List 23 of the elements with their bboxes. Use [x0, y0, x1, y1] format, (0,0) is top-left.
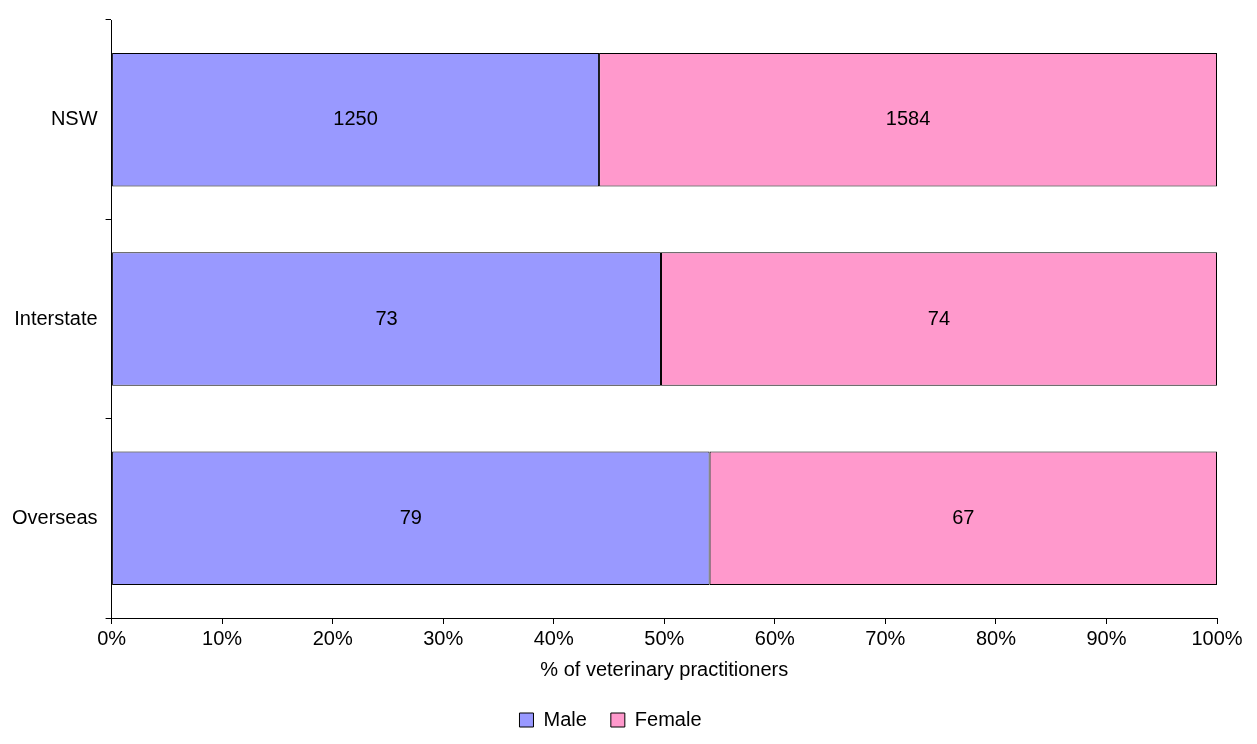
legend-label: Male [543, 707, 587, 730]
annotation: 1584 [885, 107, 931, 130]
annotation: 79 [399, 505, 422, 528]
x-axis-title: % of veterinary practitioners [540, 657, 789, 680]
x-tick-label: 30% [423, 626, 464, 649]
y-tick-label: Overseas [11, 505, 98, 528]
y-tick-label: NSW [50, 107, 98, 130]
annotation: 73 [375, 306, 398, 329]
x-tick-label: 0% [97, 626, 127, 649]
annotation: 1250 [333, 107, 378, 130]
x-tick-label: 90% [1086, 626, 1127, 649]
x-tick-label: 100% [1191, 626, 1243, 649]
legend-label: Female [634, 707, 702, 730]
y-tick-label: Interstate [14, 306, 98, 329]
x-tick-label: 80% [975, 626, 1017, 649]
x-tick-label: 10% [202, 626, 243, 649]
annotation: 67 [952, 505, 975, 528]
x-tick-label: 50% [644, 626, 685, 649]
x-tick-label: 20% [312, 626, 353, 649]
annotation: 74 [927, 306, 951, 329]
x-tick-label: 60% [754, 626, 796, 649]
x-tick-label: 70% [865, 626, 906, 649]
x-tick-label: 40% [533, 626, 574, 649]
